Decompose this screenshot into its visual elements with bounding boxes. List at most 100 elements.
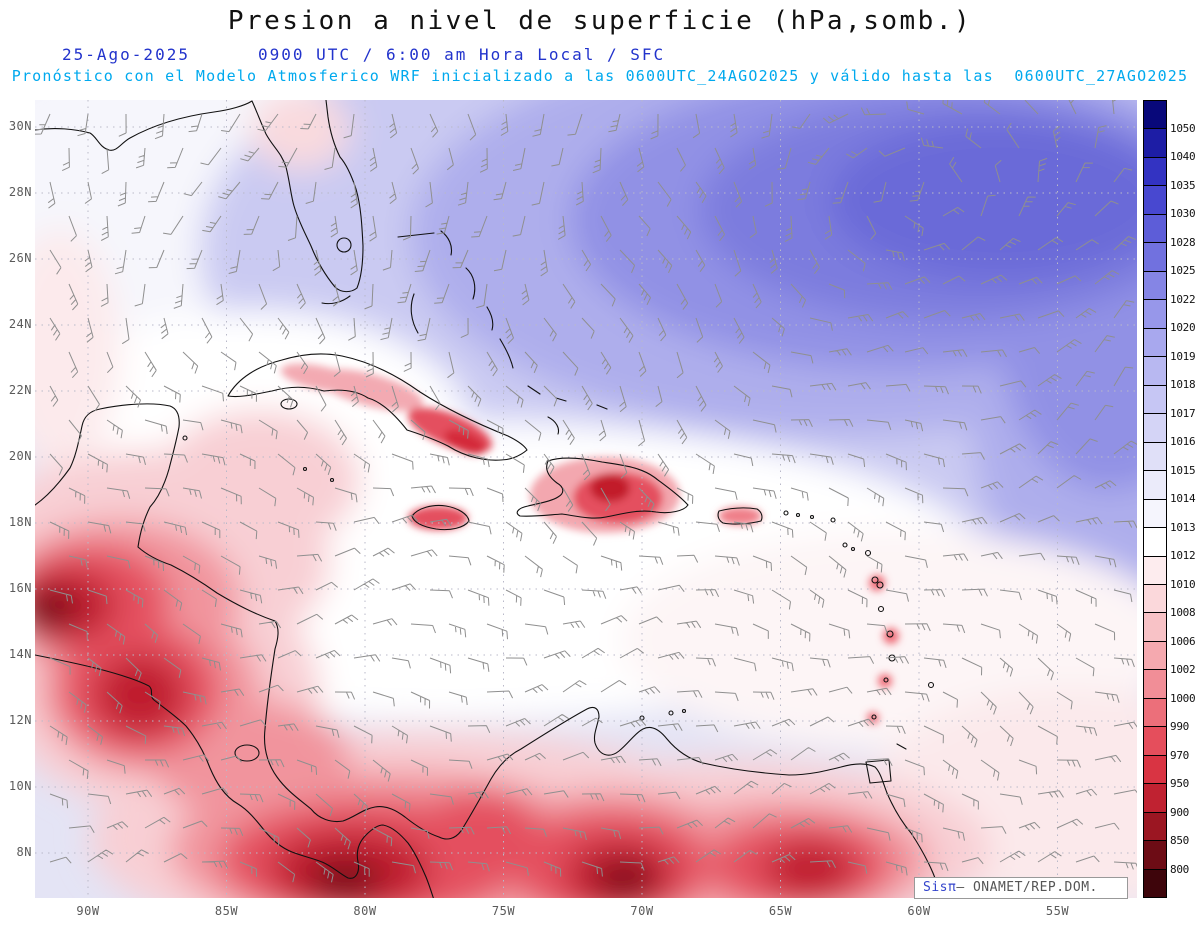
lat-tick-label: 26N	[8, 251, 32, 265]
colorbar-tick-label: 1020	[1170, 321, 1196, 334]
colorbar-tick-label: 1010	[1170, 577, 1196, 591]
colorbar-cell	[1144, 101, 1166, 130]
lake-nicaragua	[234, 744, 260, 762]
colorbar-cell	[1144, 271, 1166, 301]
colorbar-tick-label: 1015	[1170, 463, 1196, 477]
colorbar-strip	[1143, 100, 1167, 898]
colorbar-tick-label: 1030	[1170, 207, 1196, 220]
colorbar-cell	[1144, 613, 1166, 642]
coastline-gulf-florida	[35, 100, 364, 293]
colorbar-cell	[1144, 157, 1166, 187]
colorbar-cell	[1144, 869, 1166, 898]
lat-tick-label: 24N	[8, 317, 32, 331]
colorbar-tick-label: 1016	[1170, 435, 1196, 448]
colorbar-tick-label: 1014	[1170, 492, 1196, 505]
colorbar-tick-label: 990	[1170, 720, 1189, 733]
colorbar-cell	[1144, 698, 1166, 728]
colorbar-cell	[1144, 528, 1166, 557]
attribution-brand: Sisπ	[923, 880, 957, 895]
colorbar-tick-label: 1008	[1170, 606, 1196, 619]
coastline-central-south-america	[35, 403, 943, 898]
lat-tick-label: 20N	[8, 449, 32, 463]
lat-tick-label: 8N	[16, 845, 32, 859]
colorbar-tick-label: 1040	[1170, 150, 1196, 163]
coastline-bahamas	[397, 230, 608, 435]
coastline-cuba	[227, 353, 528, 461]
coastline-jamaica	[411, 504, 470, 531]
colorbar-cell	[1144, 300, 1166, 329]
coastline-puerto-rico	[717, 507, 763, 525]
lon-tick-label: 55W	[1045, 904, 1070, 918]
lat-tick-label: 28N	[8, 185, 32, 199]
lon-tick-label: 80W	[353, 904, 377, 918]
lat-tick-label: 10N	[8, 779, 32, 793]
lat-tick-label: 22N	[8, 383, 32, 397]
colorbar-cell	[1144, 214, 1166, 244]
colorbar-cell	[1144, 129, 1166, 158]
wind-barbs	[35, 100, 1137, 883]
coastline-florida-keys	[321, 295, 351, 305]
lat-tick-label: 30N	[8, 119, 32, 133]
colorbar-cell	[1144, 385, 1166, 415]
lon-tick-label: 70W	[630, 904, 654, 918]
colorbar-cell	[1144, 556, 1166, 585]
colorbar-tick-label: 1006	[1170, 634, 1196, 648]
lon-tick-label: 65W	[768, 904, 793, 918]
colorbar-tick-label: 1013	[1170, 520, 1196, 534]
colorbar-cell	[1144, 414, 1166, 443]
forecast-time: 0900 UTC / 6:00 am Hora Local / SFC	[258, 45, 666, 64]
page-title: Presion a nivel de superficie (hPa,somb.…	[227, 6, 973, 36]
lat-tick-label: 18N	[8, 515, 32, 529]
colorbar-cell	[1144, 471, 1166, 500]
colorbar-tick-label: 950	[1170, 777, 1189, 790]
colorbar-cell	[1144, 186, 1166, 215]
colorbar-cell	[1144, 499, 1166, 529]
colorbar-cell	[1144, 784, 1166, 813]
colorbar-tick-label: 1000	[1170, 691, 1196, 705]
forecast-date: 25-Ago-2025	[62, 45, 190, 64]
colorbar-tick-label: 1019	[1170, 349, 1196, 363]
attribution-org: — ONAMET/REP.DOM.	[956, 880, 1098, 895]
colorbar-cell	[1144, 328, 1166, 358]
colorbar-cell	[1144, 670, 1166, 699]
colorbar-cell	[1144, 727, 1166, 756]
colorbar-tick-label: 900	[1170, 805, 1189, 819]
lat-tick-label: 16N	[8, 581, 32, 595]
isla-juventud	[280, 398, 298, 410]
coastline-trinidad-tobago	[865, 743, 907, 784]
colorbar-tick-label: 1012	[1170, 549, 1196, 562]
coastline-hispaniola	[516, 457, 689, 519]
lon-tick-label: 60W	[907, 904, 931, 918]
colorbar-tick-label: 1025	[1170, 264, 1196, 277]
colorbar-cell	[1144, 442, 1166, 472]
colorbar-tick-label: 800	[1170, 862, 1189, 876]
colorbar-tick-label: 1002	[1170, 663, 1196, 676]
colorbar-cell	[1144, 357, 1166, 386]
lat-tick-label: 14N	[8, 647, 32, 661]
colorbar-tick-label: 850	[1170, 834, 1189, 847]
colorbar-tick-label: 1028	[1170, 235, 1196, 249]
wind-barbs-layer	[35, 100, 1137, 883]
lake-okeechobee	[336, 237, 352, 253]
colorbar-tick-label: 970	[1170, 748, 1189, 762]
lon-tick-label: 85W	[214, 904, 239, 918]
colorbar-cell	[1144, 755, 1166, 785]
subtitle-datetime-row: 25-Ago-2025 0900 UTC / 6:00 am Hora Loca…	[0, 45, 1200, 65]
lat-tick-label: 12N	[8, 713, 32, 727]
subtitle-model-line: Pronóstico con el Modelo Atmosferico WRF…	[11, 67, 1189, 85]
colorbar-cell	[1144, 812, 1166, 842]
colorbar-tick-label: 1035	[1170, 178, 1196, 192]
colorbar-tick-label: 1017	[1170, 406, 1196, 420]
colorbar-cell	[1144, 641, 1166, 671]
lon-tick-label: 75W	[491, 904, 516, 918]
lon-tick-label: 90W	[76, 904, 100, 918]
coastlines-layer	[35, 100, 943, 898]
pressure-colorbar: 1050 1040 1035 1030 1028 1025 1022 1020 1019 1018…	[1143, 100, 1199, 898]
colorbar-cell	[1144, 584, 1166, 614]
colorbar-tick-label: 1022	[1170, 292, 1196, 306]
attribution-box: Sisπ— ONAMET/REP.DOM.	[914, 877, 1128, 899]
colorbar-tick-label: 1050	[1170, 121, 1196, 135]
